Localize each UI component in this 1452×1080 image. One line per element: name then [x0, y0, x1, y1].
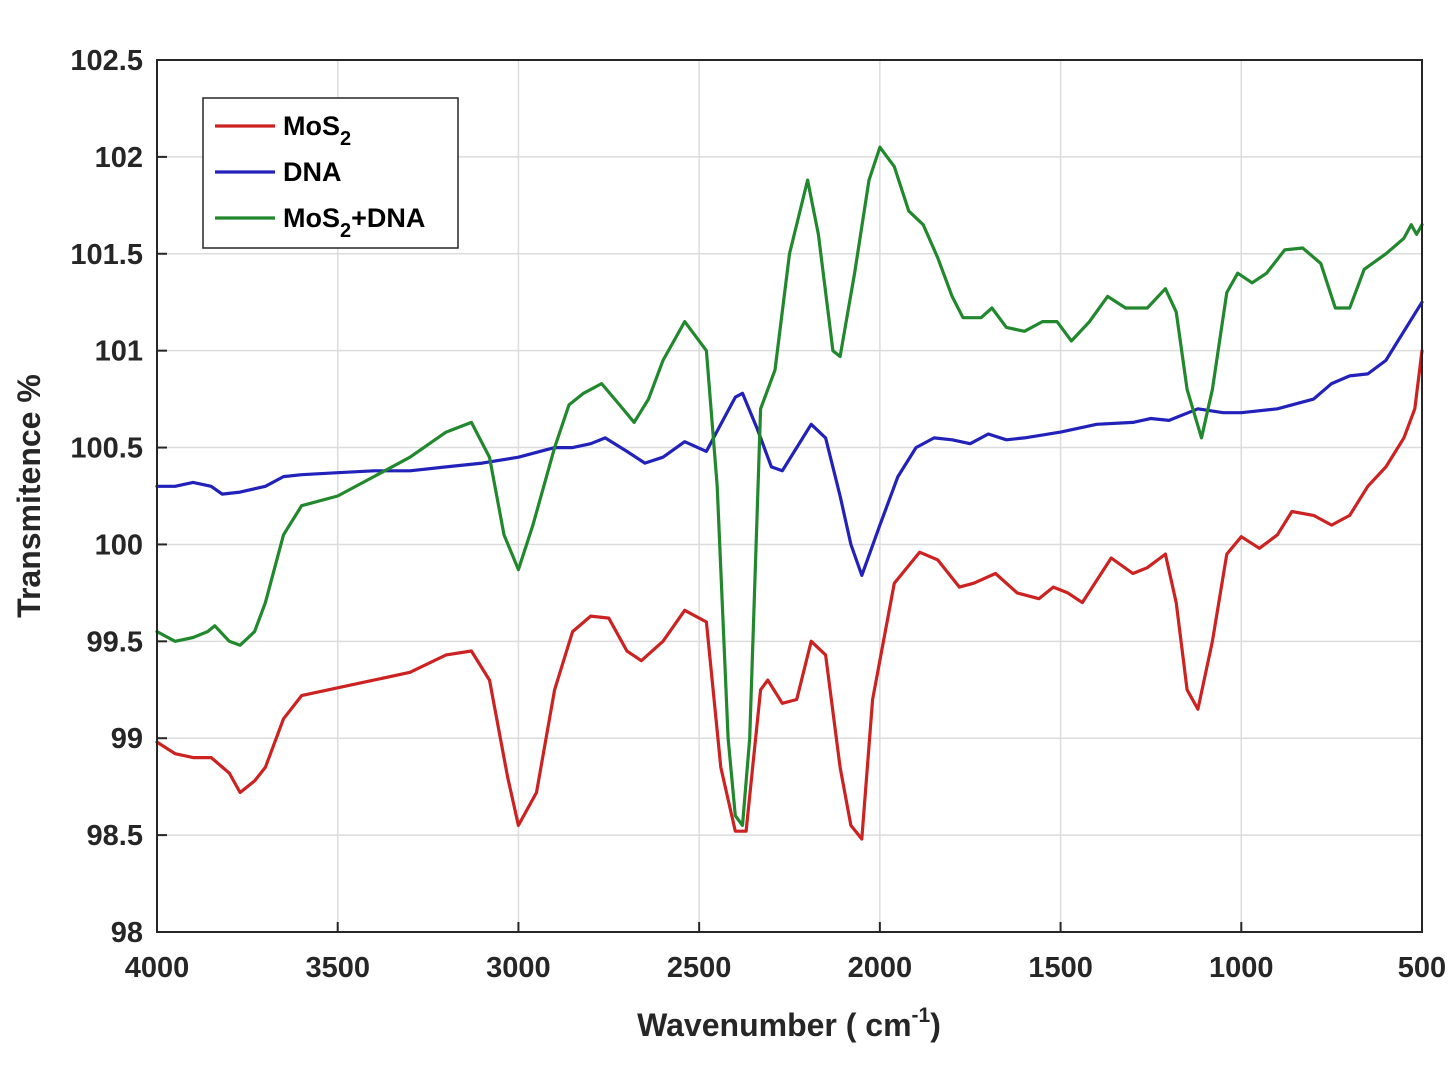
- y-tick-label: 102.5: [70, 45, 143, 77]
- plot-frame: [156, 59, 1423, 933]
- y-tick-label: 100.5: [70, 433, 143, 465]
- series-line-3: [155, 145, 1424, 827]
- x-axis-label: Wavenumber ( cm-1): [637, 1004, 941, 1043]
- tick-labels: 4000 3500 3000 2500 2000 1500 1000 500 98 98.5 99 9…: [70, 45, 1446, 984]
- series-line-2: [155, 300, 1424, 577]
- x-tick-label: 3000: [486, 952, 551, 984]
- legend-label: DNA: [283, 157, 342, 187]
- x-axis-label-close: ): [930, 1007, 941, 1043]
- x-tick-label: 4000: [125, 952, 190, 984]
- y-tick-label: 102: [95, 142, 143, 174]
- legend-label-name: MoS: [283, 111, 340, 141]
- y-axis-label: Transmitence %: [11, 374, 47, 618]
- x-axis-label-superscript: -1: [912, 1004, 931, 1027]
- legend-label-name: MoS: [283, 203, 340, 233]
- legend-label-subscript: 2: [340, 128, 351, 150]
- x-tick-label: 2500: [667, 952, 732, 984]
- x-axis-label-text: Wavenumber ( cm: [637, 1007, 911, 1043]
- y-tick-label: 99.5: [87, 626, 143, 658]
- x-tick-label: 2000: [848, 952, 913, 984]
- legend-label: MoS2: [283, 111, 351, 150]
- x-tick-label: 500: [1398, 952, 1446, 984]
- x-tick-label: 1000: [1209, 952, 1274, 984]
- legend-label-subscript: 2: [340, 220, 351, 242]
- y-tick-label: 101.5: [70, 239, 143, 271]
- series-layer: [155, 145, 1424, 841]
- y-tick-label: 101: [95, 336, 143, 368]
- y-tick-label: 99: [111, 723, 143, 755]
- legend-label: MoS2+DNA: [283, 203, 425, 242]
- series-line-1: [155, 349, 1424, 841]
- legend-label-name: DNA: [283, 157, 342, 187]
- y-tick-label: 100: [95, 529, 143, 561]
- legend-label-suffix: +DNA: [351, 203, 425, 233]
- x-tick-label: 1500: [1028, 952, 1093, 984]
- y-tick-label: 98: [111, 917, 143, 949]
- x-tick-label: 3500: [305, 952, 370, 984]
- y-tick-label: 98.5: [87, 820, 143, 852]
